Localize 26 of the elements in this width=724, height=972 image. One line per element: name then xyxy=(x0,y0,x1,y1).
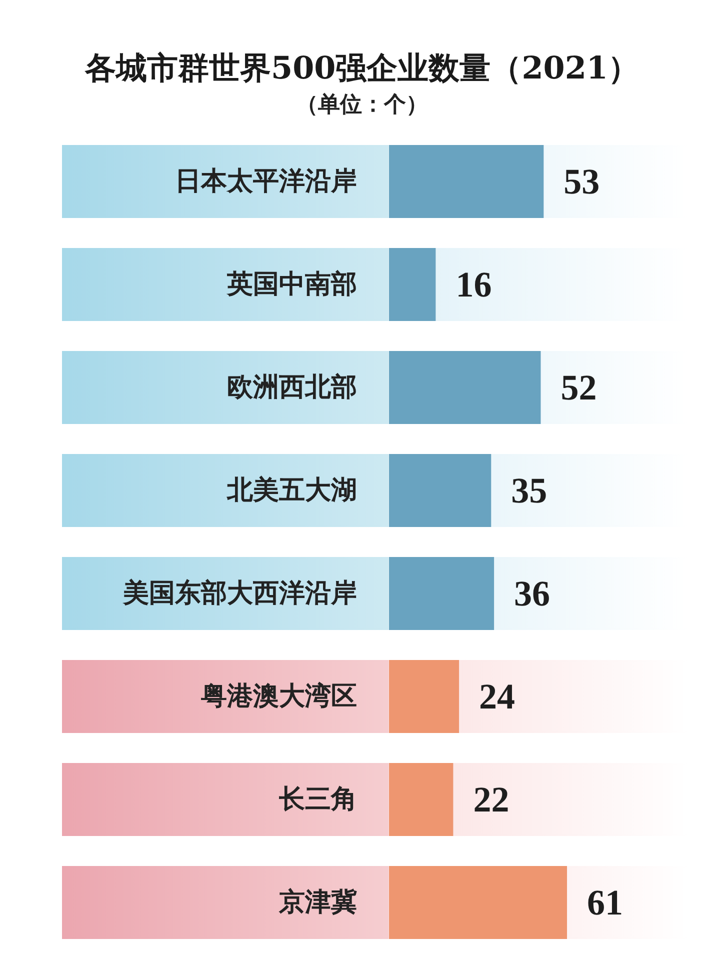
y-tick-label: 长三角 xyxy=(278,784,357,814)
y-tick-label: 北美五大湖 xyxy=(226,476,357,506)
bar xyxy=(389,660,460,733)
y-tick-label: 美国东部大西洋沿岸 xyxy=(122,578,357,608)
chart-title: 各城市群世界500强企业数量（2021） xyxy=(84,50,639,86)
bar xyxy=(389,248,436,321)
bar xyxy=(389,454,492,527)
y-tick-label: 日本太平洋沿岸 xyxy=(175,166,357,196)
bar xyxy=(389,351,541,424)
data-label: 36 xyxy=(514,574,550,614)
y-tick-label: 粤港澳大湾区 xyxy=(200,682,357,712)
y-tick-label: 欧洲西北部 xyxy=(227,372,357,402)
bar xyxy=(389,866,567,939)
data-label: 53 xyxy=(564,162,600,202)
data-label: 35 xyxy=(511,470,548,510)
chart-subtitle: （单位：个） xyxy=(296,92,428,118)
bar xyxy=(389,763,454,836)
bar xyxy=(389,145,544,218)
data-label: 22 xyxy=(473,780,510,820)
data-label: 24 xyxy=(479,676,516,716)
y-tick-label: 英国中南部 xyxy=(226,270,357,300)
data-label: 52 xyxy=(560,368,597,408)
data-label: 61 xyxy=(587,882,623,922)
data-label: 16 xyxy=(456,264,492,304)
bar xyxy=(389,557,494,630)
y-tick-label: 京津冀 xyxy=(278,888,357,918)
